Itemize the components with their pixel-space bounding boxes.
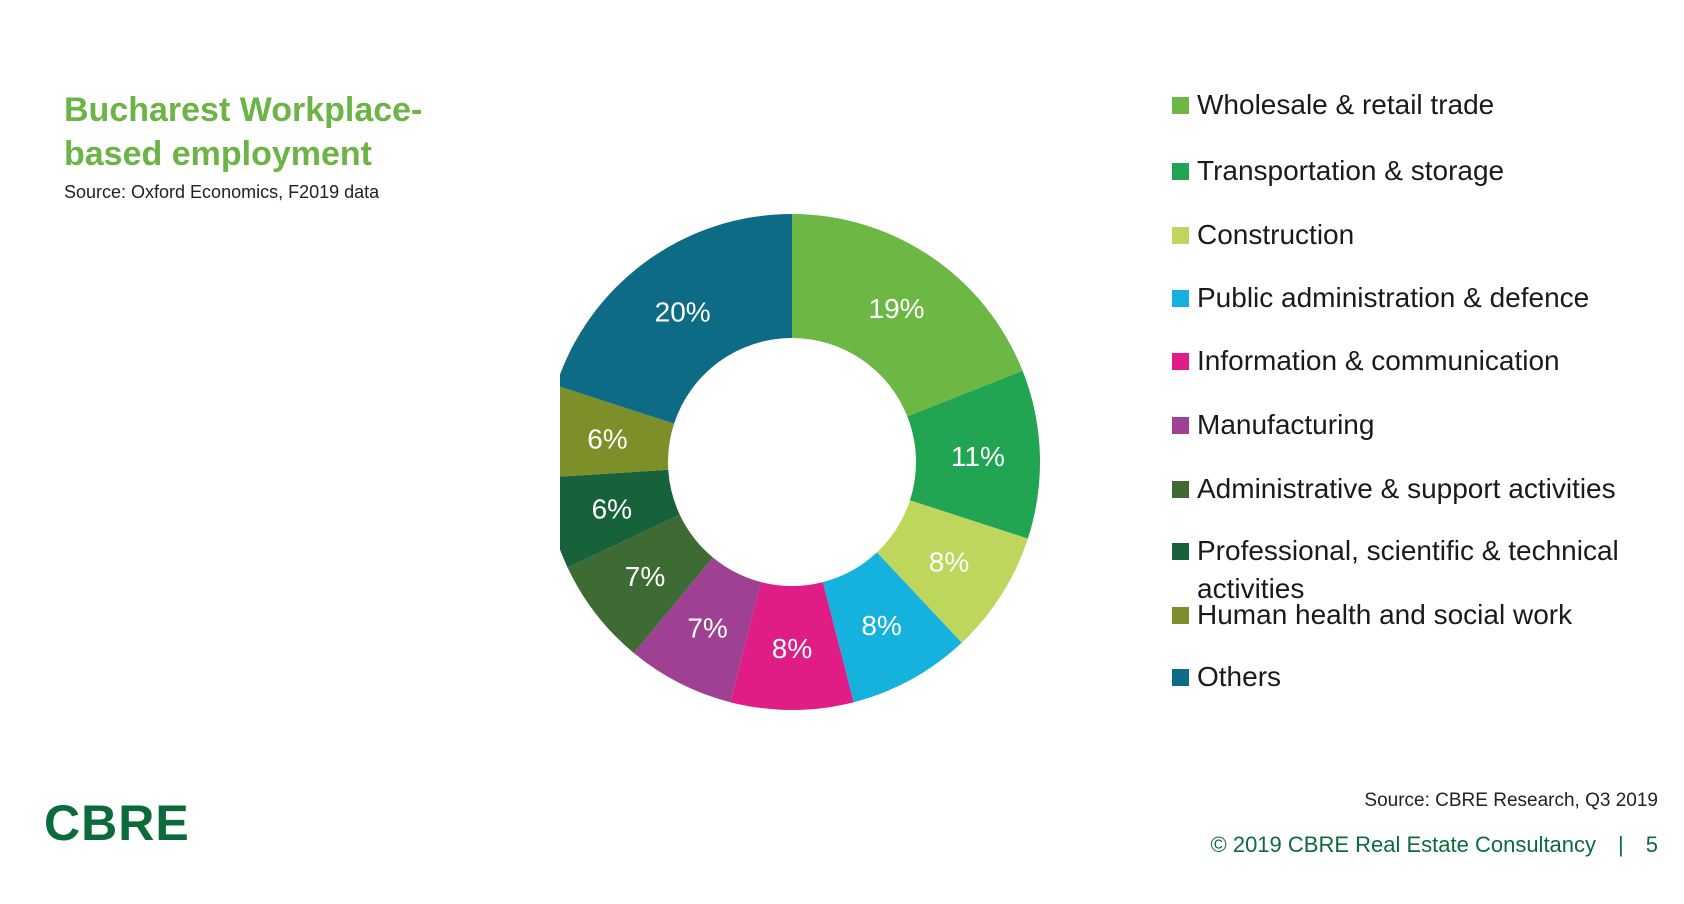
legend-swatch: [1172, 290, 1189, 307]
legend-swatch: [1172, 607, 1189, 624]
legend-item: Others: [1172, 658, 1667, 696]
slice-label: 8%: [772, 633, 812, 664]
slice-label: 11%: [951, 441, 1005, 472]
page-title: Bucharest Workplace-based employment: [64, 91, 423, 173]
legend-label: Transportation & storage: [1197, 155, 1505, 186]
legend-item: Wholesale & retail trade: [1172, 86, 1667, 124]
footer: © 2019 CBRE Real Estate Consultancy | 5: [1211, 832, 1658, 858]
slice-label: 6%: [587, 424, 627, 455]
slice-label: 19%: [869, 293, 925, 324]
legend-label: Public administration & defence: [1197, 282, 1590, 313]
legend-swatch: [1172, 163, 1189, 180]
legend-label: Others: [1197, 661, 1282, 692]
legend-swatch: [1172, 417, 1189, 434]
legend-item: Professional, scientific & technical act…: [1172, 532, 1667, 608]
slice-label: 20%: [655, 297, 711, 328]
donut-slice: [907, 370, 1040, 539]
legend-label: Construction: [1197, 219, 1355, 250]
legend-label: Administrative & support activities: [1197, 473, 1616, 504]
donut-slice: [560, 386, 675, 477]
legend-swatch: [1172, 227, 1189, 244]
slice-label: 7%: [687, 613, 727, 644]
legend-swatch: [1172, 669, 1189, 686]
legend-item: Transportation & storage: [1172, 152, 1667, 190]
donut-chart: 19% 11% 8% 8% 8% 7% 7% 6% 6% 20%: [560, 214, 1040, 710]
slice-label: 6%: [592, 493, 632, 524]
source-note: Source: CBRE Research, Q3 2019: [1364, 790, 1658, 811]
legend-label: Manufacturing: [1197, 409, 1375, 440]
legend-item: Information & communication: [1172, 342, 1667, 380]
legend-item: Manufacturing: [1172, 406, 1667, 444]
donut-slice: [560, 469, 680, 568]
subtitle-source: Source: Oxford Economics, F2019 data: [64, 182, 380, 202]
legend-label: Professional, scientific & technical act…: [1197, 535, 1619, 604]
donut-slice: [633, 557, 762, 703]
legend-item: Construction: [1172, 216, 1667, 254]
donut-slice: [560, 214, 792, 424]
legend-swatch: [1172, 353, 1189, 370]
donut-slice: [730, 582, 854, 710]
legend-label: Wholesale & retail trade: [1197, 89, 1495, 120]
slice-label: 8%: [861, 610, 901, 641]
donut-slice: [822, 552, 962, 703]
page-number: 5: [1645, 832, 1658, 857]
legend-swatch: [1172, 543, 1189, 560]
donut-slice: [792, 214, 1023, 417]
legend-label: Human health and social work: [1197, 599, 1573, 630]
cbre-logo: CBRE: [44, 795, 190, 851]
legend-item: Human health and social work: [1172, 596, 1667, 634]
legend-item: Public administration & defence: [1172, 279, 1667, 317]
footer-copyright: © 2019 CBRE Real Estate Consultancy: [1210, 832, 1597, 857]
legend-swatch: [1172, 97, 1189, 114]
legend-swatch: [1172, 481, 1189, 498]
legend-label: Information & communication: [1197, 345, 1560, 376]
donut-slice: [567, 514, 713, 654]
slice-label: 7%: [625, 561, 665, 592]
footer-separator: |: [1618, 832, 1624, 857]
legend-item: Administrative & support activities: [1172, 470, 1667, 508]
slice-label: 8%: [929, 547, 969, 578]
donut-slice: [876, 500, 1028, 643]
